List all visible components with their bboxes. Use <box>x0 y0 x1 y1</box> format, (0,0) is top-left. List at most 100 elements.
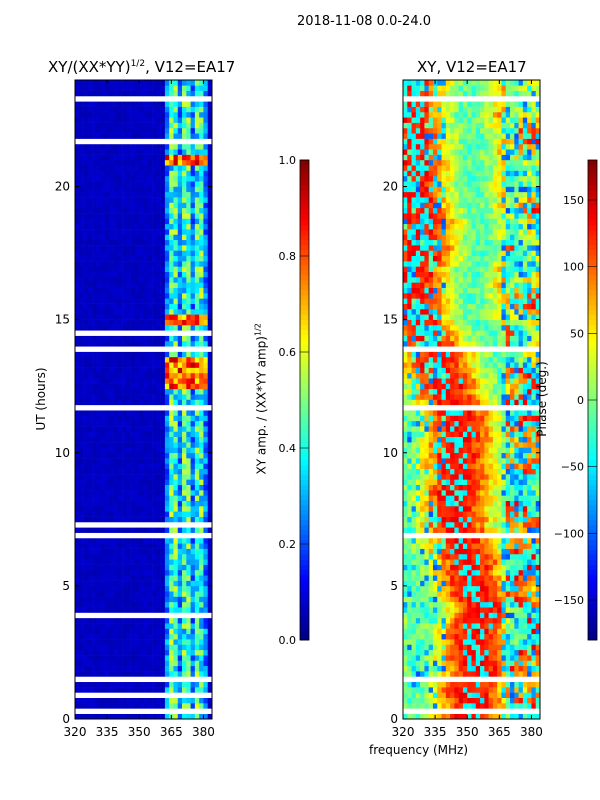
heatmap-cell <box>109 80 114 86</box>
heatmap-cell <box>104 133 110 139</box>
heatmap-cell <box>83 207 89 214</box>
heatmap-cell <box>96 527 101 533</box>
heatmap-cell <box>169 229 174 235</box>
heatmap-cell <box>152 255 157 262</box>
heatmap-cell <box>415 660 421 667</box>
heatmap-cell <box>117 239 123 246</box>
heatmap-cell <box>190 239 196 246</box>
heatmap-cell <box>411 671 417 677</box>
heatmap-cell <box>83 143 89 150</box>
title-text: , V12=EA17 <box>145 58 236 76</box>
heatmap-cell <box>182 319 187 326</box>
heatmap-cell <box>169 378 174 384</box>
heatmap-cell <box>186 687 191 693</box>
heatmap-cell <box>160 372 166 379</box>
heatmap-cell <box>156 644 161 651</box>
heatmap-cell <box>203 165 209 171</box>
heatmap-cell <box>203 138 209 145</box>
colorbar-segment <box>300 250 309 256</box>
heatmap-cell <box>134 308 140 315</box>
heatmap-cell <box>182 628 187 635</box>
heatmap-cell <box>169 388 174 395</box>
heatmap-cell <box>87 255 93 262</box>
heatmap-cell <box>160 122 166 129</box>
heatmap-cell <box>203 106 209 113</box>
heatmap-cell <box>100 271 106 278</box>
heatmap-cell <box>75 596 80 603</box>
heatmap-cell <box>207 165 213 171</box>
heatmap-cell <box>199 234 204 241</box>
heatmap-cell <box>139 324 144 331</box>
heatmap-cell <box>420 649 425 656</box>
heatmap-cell <box>117 484 123 491</box>
heatmap-cell <box>139 197 144 203</box>
heatmap-cell <box>87 692 93 698</box>
heatmap-cell <box>100 149 106 155</box>
heatmap-cell <box>190 553 196 560</box>
heatmap-cell <box>109 553 114 560</box>
heatmap-cell <box>160 218 166 225</box>
heatmap-cell <box>87 537 93 544</box>
heatmap-cell <box>79 362 84 368</box>
heatmap-cell <box>152 170 157 177</box>
heatmap-cell <box>182 229 187 235</box>
heatmap-cell <box>160 239 166 246</box>
heatmap-cell <box>83 521 89 528</box>
heatmap-cell <box>194 207 200 214</box>
heatmap-cell <box>480 681 485 688</box>
heatmap-cell <box>177 527 183 533</box>
heatmap-cell <box>96 569 101 576</box>
heatmap-cell <box>147 159 153 166</box>
heatmap-cell <box>492 607 498 613</box>
heatmap-cell <box>75 229 80 235</box>
heatmap-cell <box>113 383 119 390</box>
heatmap-cell <box>139 543 144 549</box>
heatmap-cell <box>510 596 515 603</box>
heatmap-cell <box>164 591 170 597</box>
heatmap-cell <box>79 271 84 278</box>
heatmap-cell <box>454 713 459 720</box>
heatmap-cell <box>75 202 80 209</box>
heatmap-cell <box>143 596 149 603</box>
heatmap-cell <box>109 623 114 629</box>
heatmap-cell <box>514 559 519 565</box>
heatmap-cell <box>75 175 80 182</box>
heatmap-cell <box>514 713 519 720</box>
heatmap-cell <box>190 431 196 438</box>
heatmap-cell <box>407 564 412 571</box>
heatmap-cell <box>96 543 101 549</box>
heatmap-cell <box>428 649 434 656</box>
heatmap-cell <box>462 665 468 672</box>
heatmap-cell <box>164 367 170 374</box>
heatmap-cell <box>203 282 209 288</box>
heatmap-cell <box>96 314 101 320</box>
heatmap-cell <box>122 351 127 358</box>
heatmap-cell <box>83 623 89 629</box>
heatmap-cell <box>147 383 153 390</box>
heatmap-cell <box>96 101 101 107</box>
heatmap-cell <box>87 239 93 246</box>
heatmap-cell <box>207 607 213 613</box>
heatmap-cell <box>450 676 455 683</box>
heatmap-cell <box>92 703 97 709</box>
heatmap-cell <box>441 569 447 576</box>
heatmap-cell <box>96 404 101 411</box>
heatmap-cell <box>152 154 157 161</box>
heatmap-cell <box>203 367 209 374</box>
heatmap-cell <box>143 255 149 262</box>
heatmap-cell <box>203 319 209 326</box>
heatmap-cell <box>75 303 80 310</box>
heatmap-cell <box>100 537 106 544</box>
heatmap-cell <box>134 468 140 475</box>
heatmap-cell <box>100 399 106 406</box>
heatmap-cell <box>96 703 101 709</box>
heatmap-cell <box>100 490 106 496</box>
heatmap-cell <box>207 537 213 544</box>
heatmap-cell <box>505 644 511 651</box>
heatmap-cell <box>143 580 149 587</box>
heatmap-cell <box>194 159 200 166</box>
heatmap-cell <box>203 197 209 203</box>
heatmap-cell <box>87 671 93 677</box>
heatmap-cell <box>190 133 196 139</box>
heatmap-cell <box>194 404 200 411</box>
